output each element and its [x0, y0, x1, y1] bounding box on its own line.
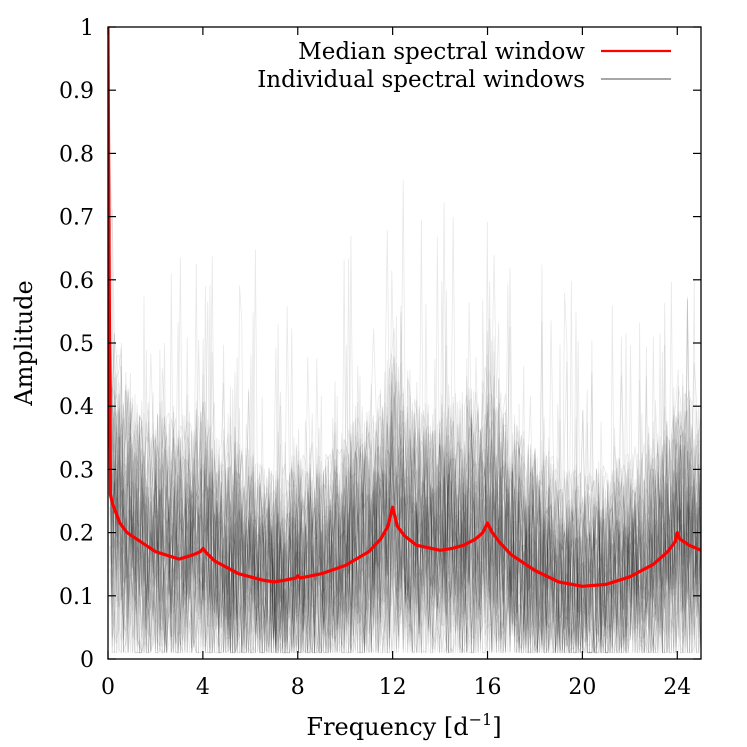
individual-window-line [109, 165, 701, 634]
x-tick-label: 16 [474, 675, 502, 700]
x-axis-title-superscript: −1 [469, 710, 493, 729]
individual-window-line [109, 321, 701, 653]
individual-window-line [109, 281, 701, 640]
legend-label-median: Median spectral window [298, 39, 585, 65]
individual-window-line [109, 367, 701, 655]
y-tick-label: 0.4 [59, 395, 94, 420]
individual-window-line [109, 336, 701, 654]
individual-window-line [109, 349, 701, 654]
individual-window-line [109, 226, 701, 653]
individual-window-line [109, 303, 701, 654]
individual-window-line [109, 336, 701, 654]
y-tick-label: 1 [80, 16, 94, 41]
individual-window-line [109, 312, 701, 654]
x-tick-label: 12 [379, 675, 407, 700]
individual-window-line [109, 346, 701, 654]
individual-window-line [109, 219, 701, 654]
y-tick-label: 0.6 [59, 269, 94, 294]
individual-spectral-windows [109, 165, 701, 655]
legend-label-individual: Individual spectral windows [257, 67, 585, 93]
individual-window-line [109, 270, 701, 653]
x-tick-label: 4 [196, 675, 210, 700]
y-tick-label: 0.3 [59, 458, 94, 483]
individual-window-line [109, 216, 701, 651]
x-tick-label: 24 [663, 675, 691, 700]
x-axis-title: Frequency [d−1] [306, 710, 501, 741]
y-tick-label: 0.5 [59, 332, 94, 357]
individual-window-line [109, 381, 701, 655]
x-tick-label: 0 [101, 675, 115, 700]
median-spectral-window-series [108, 27, 701, 588]
individual-window-line [109, 324, 701, 655]
individual-window-line [109, 281, 701, 653]
individual-window-line [109, 290, 701, 654]
median-spectral-window-line [108, 27, 701, 588]
individual-window-line [109, 295, 701, 653]
individual-window-line [109, 208, 701, 639]
y-tick-label: 0.1 [59, 585, 94, 610]
individual-window-line [109, 342, 701, 654]
y-tick-label: 0.8 [59, 142, 94, 167]
individual-window-line [109, 305, 701, 655]
x-axis-ticks: 0 4 8 12 16 20 24 [101, 27, 691, 700]
individual-window-line [109, 338, 701, 654]
individual-window-line [109, 354, 701, 655]
y-axis-title: Amplitude [10, 280, 38, 406]
individual-window-line [109, 263, 701, 653]
y-tick-label: 0 [80, 648, 94, 673]
x-tick-label: 8 [291, 675, 305, 700]
y-axis-ticks: 0 0.1 0.2 0.3 0.4 0.5 0.6 0.7 0.8 0.9 1 [59, 16, 701, 673]
individual-window-line [109, 202, 701, 653]
individual-window-line [109, 258, 701, 653]
individual-window-line [109, 180, 701, 642]
individual-window-line [109, 230, 701, 650]
individual-window-line [109, 386, 701, 654]
individual-window-line [109, 235, 701, 650]
individual-window-line [109, 286, 701, 655]
individual-window-line [109, 165, 701, 641]
individual-window-line [109, 236, 701, 647]
y-tick-label: 0.7 [59, 206, 94, 231]
x-tick-label: 20 [568, 675, 596, 700]
individual-window-line [109, 285, 701, 654]
individual-window-line [109, 334, 701, 644]
individual-window-line [109, 281, 701, 654]
y-tick-label: 0.2 [59, 522, 94, 547]
individual-window-line [109, 389, 701, 654]
individual-window-line [109, 292, 701, 637]
individual-window-line [109, 422, 701, 654]
individual-window-line [109, 270, 701, 644]
legend: Median spectral window Individual spectr… [257, 39, 671, 93]
y-tick-label: 0.9 [59, 79, 94, 104]
individual-window-line [109, 340, 701, 654]
